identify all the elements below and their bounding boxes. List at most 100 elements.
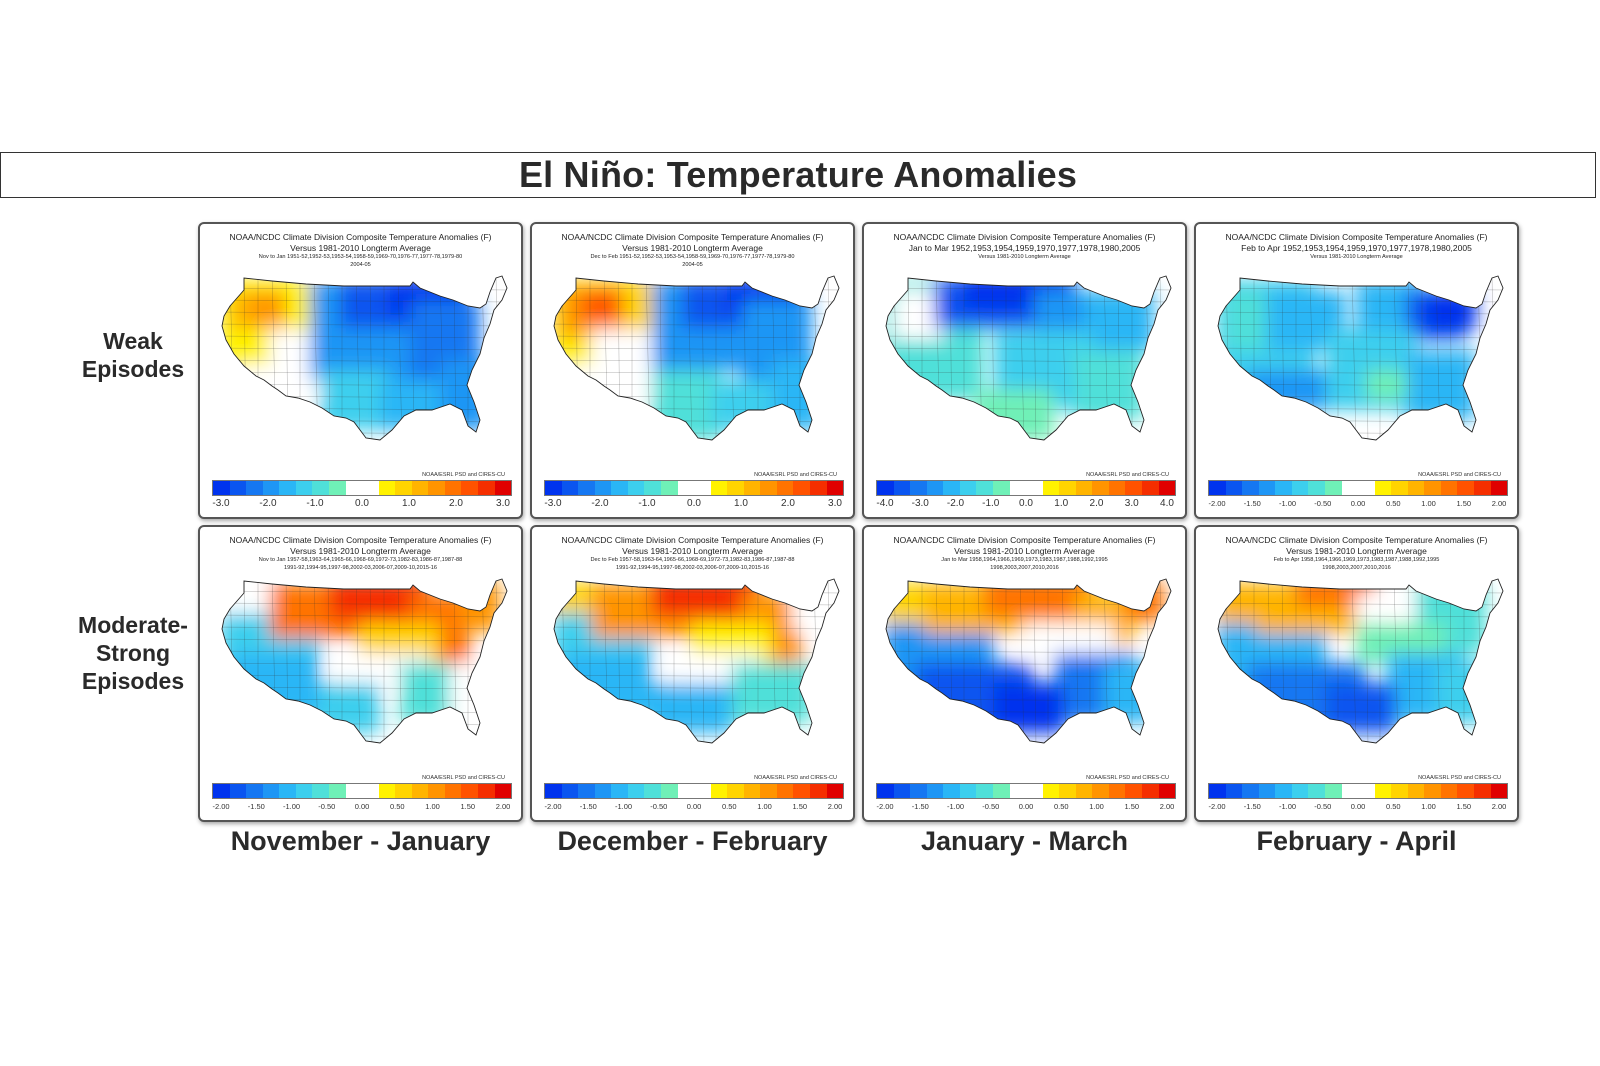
panel-credit: NOAA/ESRL PSD and CIRES-CU [422,775,505,781]
color-scale-swatch [660,784,678,798]
color-scale-tick: 0.50 [1385,802,1401,811]
color-scale-tick: 1.50 [1124,802,1140,811]
color-scale-tick: -3.0 [212,498,230,509]
color-scale-swatch [943,784,960,798]
color-scale-tick: 2.00 [827,802,843,811]
page-title: El Niño: Temperature Anomalies [518,154,1078,195]
color-scale-swatch [578,784,595,798]
color-scale-tick: 1.0 [1054,498,1069,509]
color-scale-tick: -0.50 [650,802,668,811]
color-scale-tick: 2.00 [495,802,511,811]
color-scale-swatch [444,481,462,495]
color-scale-swatch [810,784,827,798]
color-scale-swatch [1009,784,1027,798]
color-scale-swatch [295,784,313,798]
color-scale-swatch [262,784,280,798]
color-scale-tick: -3.0 [911,498,929,509]
color-scale-swatch [1075,481,1093,495]
color-scale-swatch [1108,784,1126,798]
color-scale-swatch [1209,481,1226,495]
color-scale-bar [212,783,512,799]
color-scale-swatch [246,481,263,495]
color-scale-tick: -1.00 [1278,499,1297,508]
us-climate-division-map [221,578,508,744]
color-scale-tick: 0.0 [687,498,701,509]
color-scale-bar [1208,783,1508,799]
color-scale-tick: 1.50 [460,802,476,811]
map-panel: NOAA/NCDC Climate Division Composite Tem… [1194,525,1519,822]
color-scale-swatch [1142,481,1159,495]
color-scale-swatch [362,481,379,495]
panel-caption-line: NOAA/NCDC Climate Division Composite Tem… [893,232,1156,242]
color-scale-swatch [743,784,761,798]
color-scale-tick: -1.00 [282,802,301,811]
map-panel: NOAA/NCDC Climate Division Composite Tem… [530,222,855,519]
color-scale-swatch [1474,784,1491,798]
color-scale-tick: 1.00 [425,802,440,811]
color-scale-tick: 0.00 [1350,499,1366,508]
panel-caption-line: Versus 1981-2010 Longterm Average [1310,254,1403,260]
row-label-line: Strong [95,640,171,666]
map-panel: NOAA/NCDC Climate Division Composite Tem… [198,525,523,822]
color-scale-swatch [644,784,661,798]
panel-caption-line: Dec to Feb 1957-58,1963-64,1965-66,1968-… [590,557,795,563]
panel-credit: NOAA/ESRL PSD and CIRES-CU [1086,472,1169,478]
panel-credit: NOAA/ESRL PSD and CIRES-CU [1418,775,1501,781]
color-scale-swatch [545,481,562,495]
color-scale-swatch [627,784,645,798]
season-label-nov-jan: November - January [230,826,491,856]
color-scale-swatch [312,481,329,495]
color-scale-swatch [627,481,645,495]
color-scale-swatch [279,784,296,798]
panel-caption-line: NOAA/NCDC Climate Division Composite Tem… [561,535,824,545]
color-scale-swatch [295,481,313,495]
color-scale-ticks: -2.00 -1.50 -1.00 -0.50 0.00 0.50 1.00 1.50 2.00 [1208,498,1508,510]
panel-caption-line: 2004-05 [350,262,371,268]
us-climate-division-map [1217,578,1504,744]
color-scale-tick: -2.0 [259,498,277,509]
color-scale-tick: -1.50 [911,802,929,811]
color-scale-bar [876,480,1176,496]
map-panel: NOAA/NCDC Climate Division Composite Tem… [1194,222,1519,519]
panel-caption-line: 1998,2003,2007,2010,2016 [1322,565,1391,571]
panel-caption-line: 1991-92,1994-95,1997-98,2002-03,2006-07,… [615,565,770,571]
color-scale-swatch [213,481,230,495]
row-label-weak: Weak Episodes [68,327,198,383]
color-scale-tick: 2.00 [1159,802,1175,811]
color-scale-tick: 0.50 [1053,802,1069,811]
color-scale-swatch [677,481,695,495]
color-scale-swatch [877,481,894,495]
color-scale-swatch [660,481,678,495]
color-scale-swatch [1142,784,1159,798]
color-scale-swatch [826,784,844,798]
color-scale-swatch [378,481,396,495]
color-scale-swatch [1092,784,1109,798]
color-scale-swatch [1242,481,1259,495]
color-scale-tick: -1.00 [614,802,633,811]
color-scale-swatch [444,784,462,798]
color-scale-bar [544,783,844,799]
color-scale-tick: 0.00 [686,802,702,811]
panel-credit: NOAA/ESRL PSD and CIRES-CU [1418,472,1501,478]
color-scale-swatch [694,784,711,798]
panel-caption-line: Versus 1981-2010 Longterm Average [1286,546,1427,556]
color-scale-tick: 1.0 [734,498,748,509]
color-scale-swatch [1341,784,1359,798]
color-scale-swatch [246,784,263,798]
color-scale-tick: 2.00 [1491,499,1507,508]
color-scale-swatch [976,784,993,798]
color-scale-swatch [743,481,761,495]
color-scale-ticks: -3.0 -2.0 -1.0 0.0 1.0 2.0 3.0 [544,498,844,510]
color-scale-tick: 3.0 [828,498,842,509]
color-scale-tick: -2.00 [1208,802,1226,811]
color-scale-swatch [776,481,794,495]
color-scale-tick: 0.0 [355,498,369,509]
color-scale-tick: -3.0 [544,498,562,509]
color-scale-tick: -1.50 [1243,802,1261,811]
color-scale-tick: -0.50 [318,802,336,811]
color-scale-swatch [760,481,777,495]
color-scale-swatch [1457,481,1474,495]
color-scale-tick: 1.00 [757,802,772,811]
color-scale-ticks: -2.00 -1.50 -1.00 -0.50 0.00 0.50 1.00 1.50 2.00 [544,801,844,813]
panel-caption-line: NOAA/NCDC Climate Division Composite Tem… [1225,232,1488,242]
